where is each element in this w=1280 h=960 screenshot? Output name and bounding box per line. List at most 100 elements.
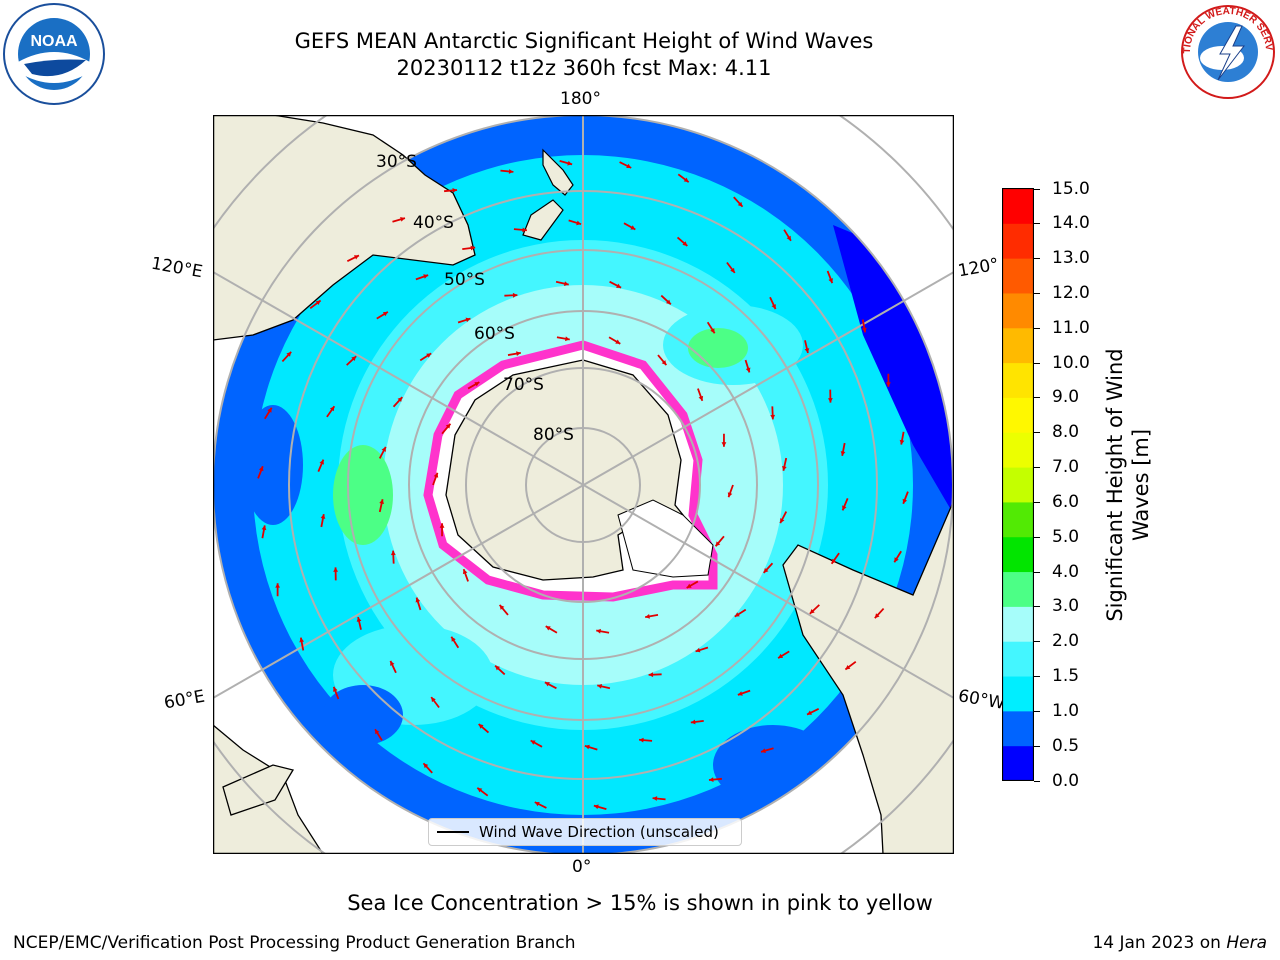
colorbar-tick-label: 6.0: [1052, 491, 1080, 512]
wind-wave-arrowhead: [512, 292, 518, 298]
wind-wave-arrowhead: [593, 804, 599, 810]
colorbar-tick-label: 15.0: [1052, 178, 1090, 199]
colorbar-tick-label: 14.0: [1052, 213, 1090, 234]
wind-wave-arrowhead: [508, 169, 514, 174]
wind-wave-arrowhead: [495, 665, 500, 671]
wind-wave-arrowhead: [423, 763, 429, 769]
wind-wave-arrowhead: [682, 241, 688, 246]
legend-label: Wind Wave Direction (unscaled): [479, 823, 719, 841]
colorbar-tick-mark: [1034, 501, 1040, 503]
wind-wave-arrowhead: [390, 660, 395, 666]
wind-wave-arrowhead: [576, 220, 582, 226]
wind-wave-arrowhead: [431, 697, 436, 703]
wind-wave-arrowhead: [400, 217, 405, 222]
sea-ice-note: Sea Ice Concentration > 15% is shown in …: [347, 891, 933, 915]
colorbar-segment: [1002, 501, 1034, 538]
colorbar-tick-mark: [1034, 536, 1040, 538]
colorbar-tick-mark: [1034, 292, 1040, 294]
wind-wave-arrowhead: [778, 653, 784, 659]
colorbar-segment: [1002, 536, 1034, 573]
wind-wave-arrowhead: [315, 300, 321, 306]
lon-label-120w: 120°: [956, 254, 1001, 282]
wind-wave-arrowhead: [596, 628, 601, 634]
wind-wave-arrowhead: [807, 710, 813, 715]
wind-wave-arrowhead: [630, 225, 636, 230]
footer-organization: NCEP/EMC/Verification Post Processing Pr…: [13, 933, 576, 953]
colorbar-segment: [1002, 362, 1034, 398]
wind-wave-arrowhead: [786, 235, 791, 241]
colorbar-tick-mark: [1034, 606, 1040, 608]
lon-label-120e: 120°E: [149, 253, 205, 283]
wind-wave-arrowhead: [426, 353, 432, 358]
colorbar-tick-label: 13.0: [1052, 248, 1090, 269]
wind-wave-arrowhead: [831, 558, 837, 564]
wind-wave-arrowhead: [645, 614, 650, 619]
new-zealand-land: [522, 148, 574, 241]
wind-wave-arrowhead: [445, 423, 451, 429]
colorbar-segment: [1002, 710, 1034, 747]
wind-wave-arrowhead: [745, 367, 751, 373]
wind-wave-arrowhead: [565, 336, 570, 342]
colorbar-tick-mark: [1034, 780, 1040, 782]
wind-wave-arrowhead: [666, 299, 671, 305]
wind-wave-arrowhead: [809, 609, 815, 614]
colorbar-label-line1: Significant Height of Wind: [1103, 348, 1127, 622]
wind-wave-arrowhead: [567, 160, 573, 166]
wind-wave-arrowhead: [761, 748, 766, 753]
colorbar-tick-label: 0.5: [1052, 735, 1080, 756]
map-legend: Wind Wave Direction (unscaled): [428, 818, 742, 846]
lon-label-60w: 60°W: [956, 686, 1007, 714]
wind-wave-arrowhead: [530, 740, 536, 745]
wind-wave-arrowhead: [451, 636, 456, 642]
wind-wave-arrowhead: [470, 245, 476, 251]
wind-wave-arrowhead: [462, 569, 468, 575]
wind-wave-arrowhead: [261, 525, 267, 531]
footer-date: 14 Jan 2023 on Hera: [1092, 933, 1267, 953]
madagascar-land: [222, 764, 295, 816]
map-panel: [213, 115, 954, 854]
wind-wave-arrowhead: [861, 327, 867, 333]
colorbar-tick-mark: [1034, 710, 1040, 712]
wind-wave-arrowhead: [499, 604, 505, 610]
wind-wave-arrowhead: [661, 360, 667, 366]
colorbar-tick-mark: [1034, 362, 1040, 364]
colorbar-label-line2: Waves [m]: [1129, 428, 1153, 542]
wind-wave-arrowhead: [715, 541, 721, 547]
colorbar: [1002, 188, 1034, 781]
colorbar-tick-label: 12.0: [1052, 282, 1090, 303]
nws-logo-icon: NATIONAL WEATHER SERVICE: [1176, 2, 1275, 99]
wind-wave-arrowhead: [894, 557, 899, 563]
lat-label-70s: 70°S: [503, 375, 544, 395]
colorbar-tick-mark: [1034, 432, 1040, 434]
lat-label-50s: 50°S: [444, 270, 485, 290]
wind-wave-arrowhead: [842, 505, 847, 511]
wind-wave-arrowhead: [683, 177, 689, 183]
colorbar-segment: [1002, 258, 1034, 294]
colorbar-tick-mark: [1034, 397, 1040, 399]
wind-wave-arrowhead: [375, 729, 380, 735]
wind-wave-arrowhead: [465, 317, 471, 323]
lat-label-40s: 40°S: [413, 213, 454, 233]
wind-wave-arrowhead: [804, 348, 810, 353]
wind-wave-arrowhead: [902, 498, 908, 504]
wind-wave-arrowhead: [452, 188, 458, 193]
lon-label-180: 180°: [560, 89, 601, 109]
colorbar-tick-label: 5.0: [1052, 526, 1080, 547]
lon-label-60e: 60°E: [162, 686, 207, 714]
wind-wave-arrowhead: [639, 737, 644, 743]
wind-wave-arrowhead: [351, 356, 357, 361]
wind-wave-arrowhead: [780, 518, 785, 524]
wind-wave-arrowhead: [545, 626, 551, 631]
colorbar-segment: [1002, 571, 1034, 607]
wind-wave-arrowhead: [356, 617, 362, 622]
colorbar-segment: [1002, 641, 1034, 677]
wind-wave-arrowhead: [828, 278, 833, 284]
wind-wave-arrowhead: [874, 613, 880, 619]
wind-wave-arrowhead: [474, 382, 480, 387]
lat-label-80s: 80°S: [533, 425, 574, 445]
noaa-logo-icon: NOAA: [3, 3, 105, 105]
wind-wave-arrowhead: [737, 201, 743, 207]
colorbar-segment: [1002, 223, 1034, 259]
colorbar-tick-label: 1.5: [1052, 666, 1080, 687]
wind-wave-arrowhead: [690, 719, 696, 725]
